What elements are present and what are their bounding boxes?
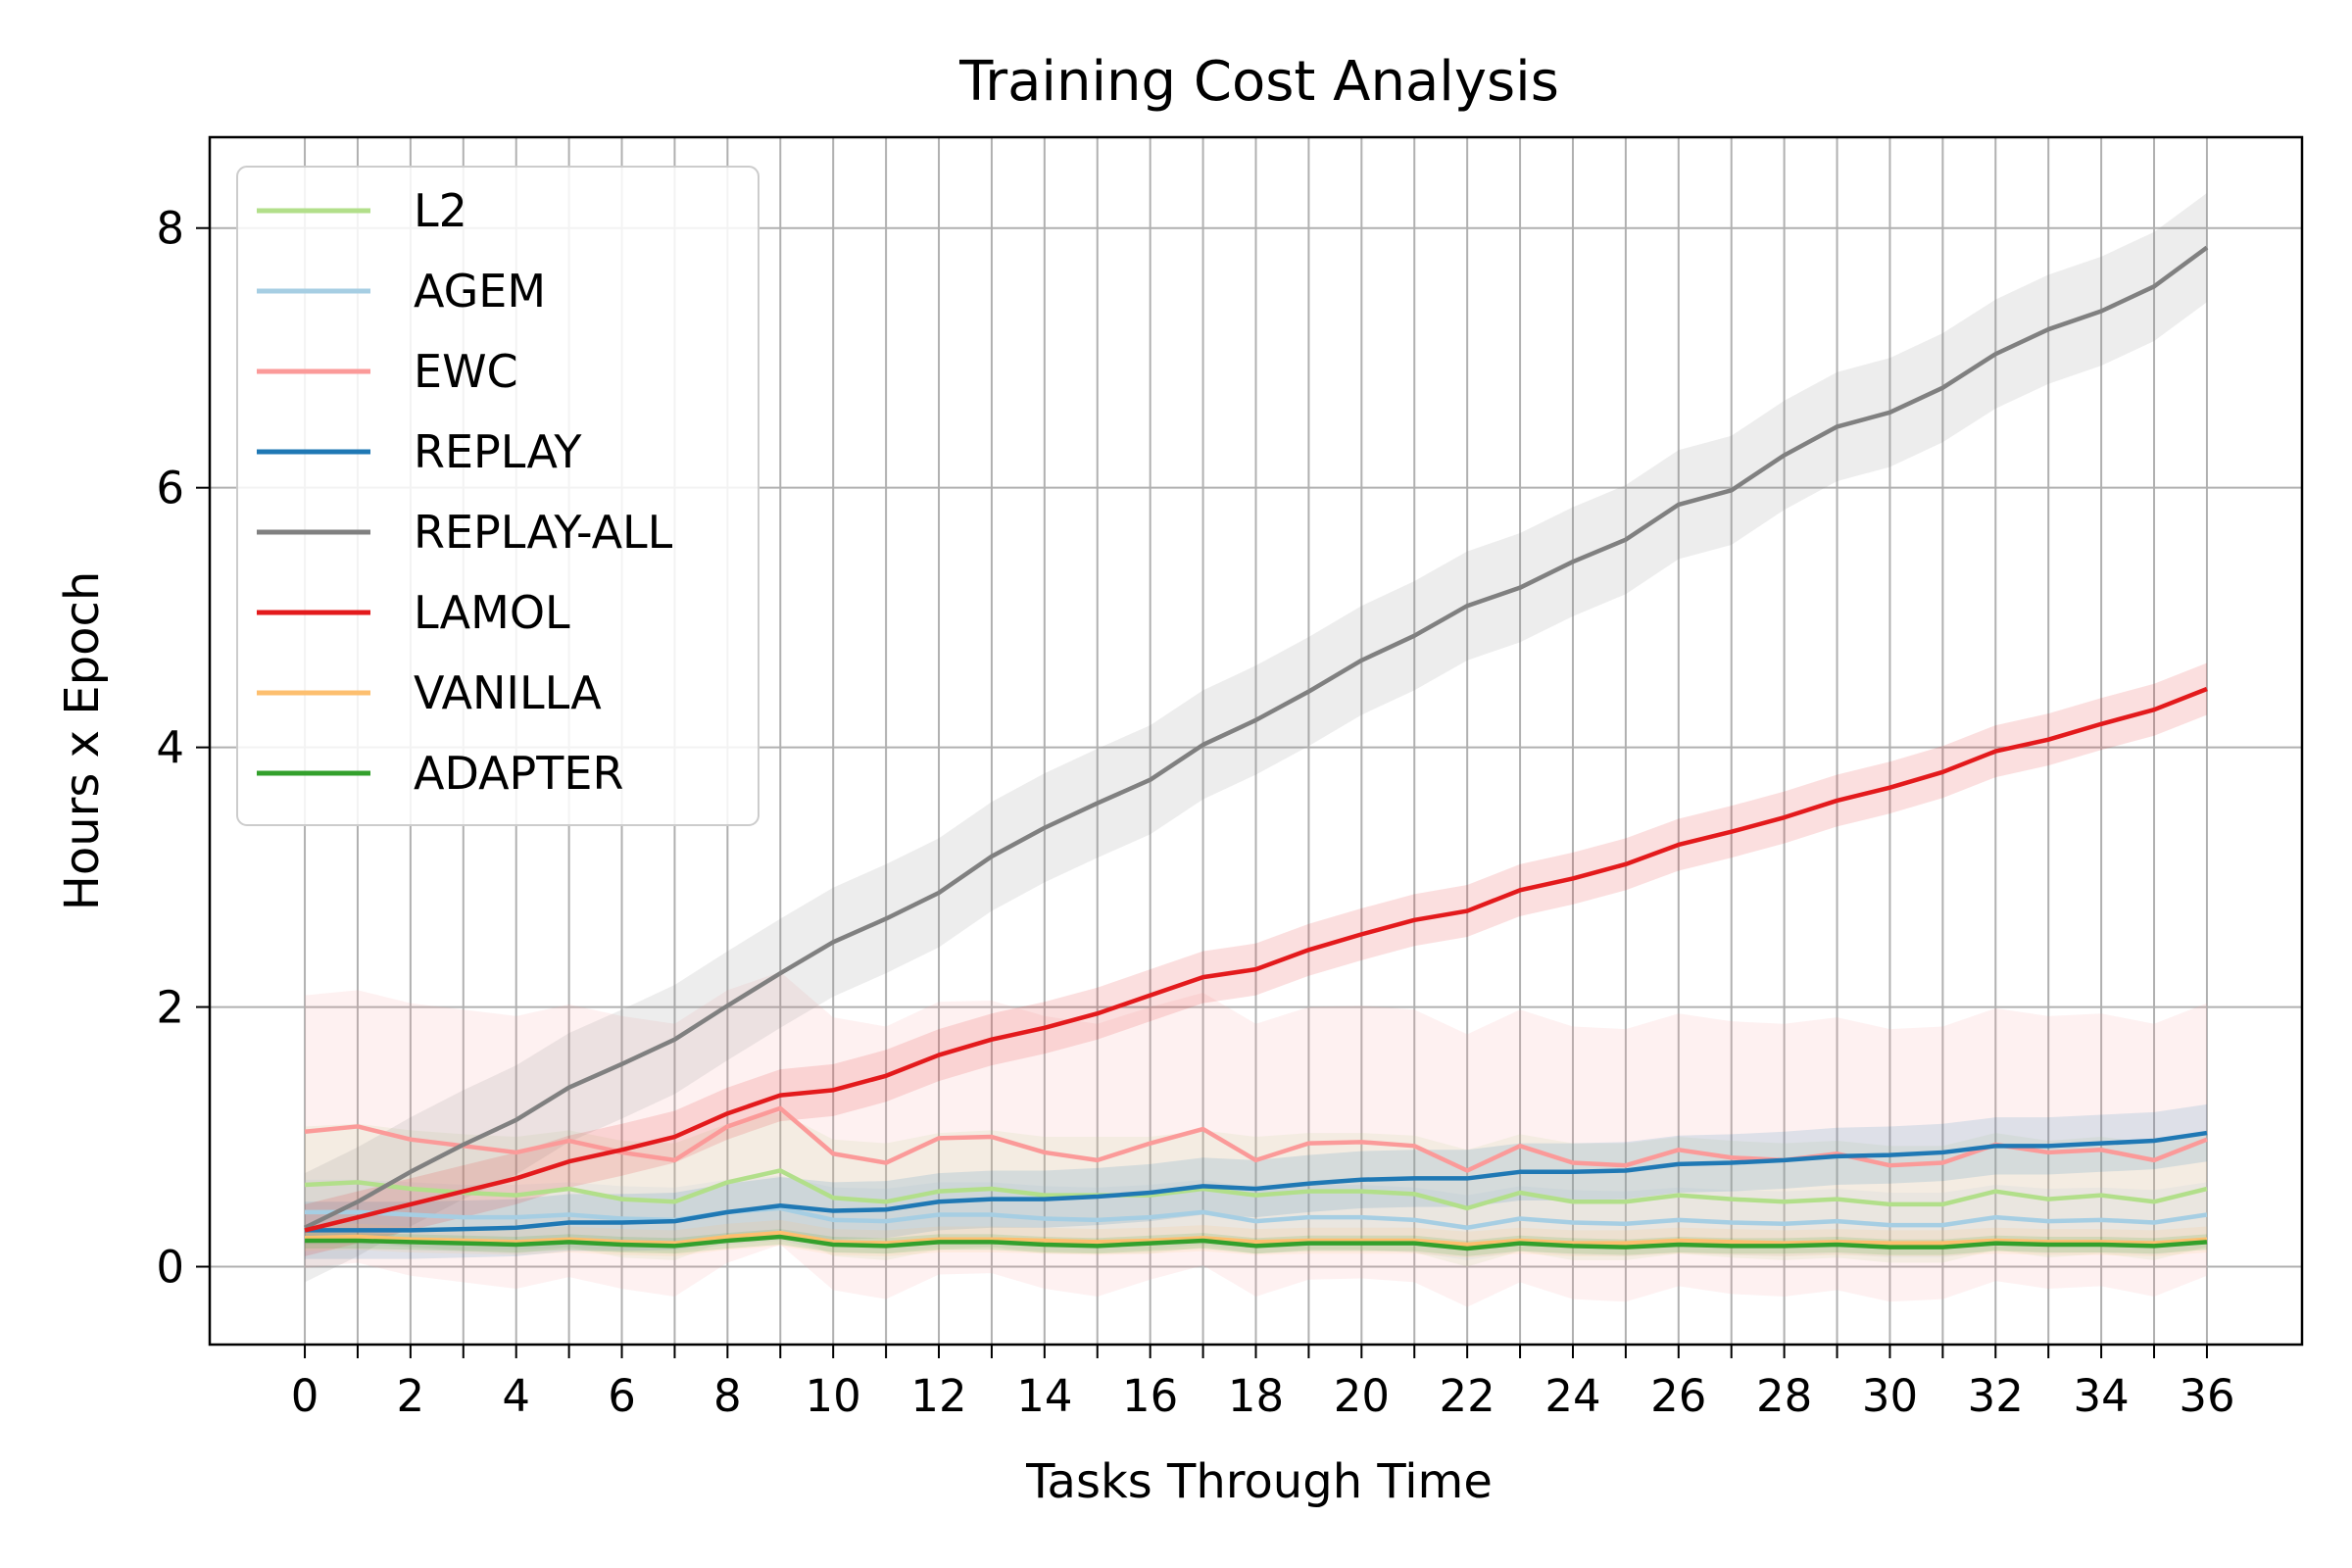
series-line-ewc (304, 1105, 2208, 1173)
x-tick-label: 34 (2073, 1370, 2129, 1422)
x-tick-label: 2 (397, 1370, 425, 1422)
legend-label-l2: L2 (414, 184, 467, 237)
band-agem (305, 1175, 2207, 1260)
x-tick-label: 14 (1016, 1370, 1072, 1422)
series-line-adapter (305, 1234, 2208, 1251)
x-tick-label: 20 (1334, 1370, 1390, 1422)
series-line-replay (305, 1130, 2208, 1233)
legend: L2 AGEM EWC REPLAY REPLAY-ALL LAMOL VANILLA ADA… (236, 166, 760, 826)
x-tick-label: 28 (1756, 1370, 1812, 1422)
legend-label-replay: REPLAY (414, 425, 582, 478)
x-tick-label: 18 (1228, 1370, 1284, 1422)
series-lines (304, 245, 2209, 1251)
y-tick-label: 4 (156, 722, 184, 774)
series-line-replay-all (304, 245, 2209, 1230)
x-tick-label: 8 (713, 1370, 742, 1422)
series-line-lamol (304, 686, 2208, 1233)
x-tick-label: 16 (1122, 1370, 1178, 1422)
x-tick-label: 0 (291, 1370, 319, 1422)
x-axis-ticks: 0 2 4 6 8 10 12 14 16 18 20 22 24 26 28 30 32 34 36 (291, 1345, 2235, 1422)
legend-label-replay-all: REPLAY-ALL (414, 506, 673, 559)
legend-label-agem: AGEM (414, 265, 546, 318)
band-replay (305, 1103, 2207, 1259)
y-tick-label: 6 (156, 463, 184, 514)
x-tick-label: 30 (1862, 1370, 1918, 1422)
series-line-agem (305, 1205, 2208, 1231)
legend-label-vanilla: VANILLA (414, 666, 602, 719)
series-line-l2 (304, 1168, 2208, 1211)
x-tick-label: 32 (1968, 1370, 2024, 1422)
x-tick-label: 24 (1544, 1370, 1600, 1422)
series-line-vanilla (304, 1230, 2208, 1248)
y-tick-label: 2 (156, 982, 184, 1034)
x-tick-label: 10 (806, 1370, 861, 1422)
y-tick-label: 0 (156, 1242, 184, 1294)
x-tick-label: 4 (502, 1370, 530, 1422)
band-vanilla (305, 1219, 2207, 1258)
legend-label-ewc: EWC (414, 345, 518, 398)
x-tick-label: 12 (910, 1370, 966, 1422)
y-tick-label: 8 (156, 203, 184, 255)
legend-label-lamol: LAMOL (414, 586, 570, 639)
band-replay-all (305, 192, 2207, 1283)
chart-title: Training Cost Analysis (958, 50, 1559, 114)
x-axis-label: Tasks Through Time (1025, 1454, 1493, 1509)
x-tick-label: 26 (1650, 1370, 1706, 1422)
legend-box (236, 166, 760, 826)
y-axis-label: Hours x Epoch (55, 571, 110, 911)
x-tick-label: 22 (1440, 1370, 1495, 1422)
x-tick-label: 6 (608, 1370, 636, 1422)
y-axis-ticks: 0 2 4 6 8 (156, 203, 210, 1294)
legend-label-adapter: ADAPTER (414, 747, 623, 800)
x-tick-label: 36 (2179, 1370, 2234, 1422)
